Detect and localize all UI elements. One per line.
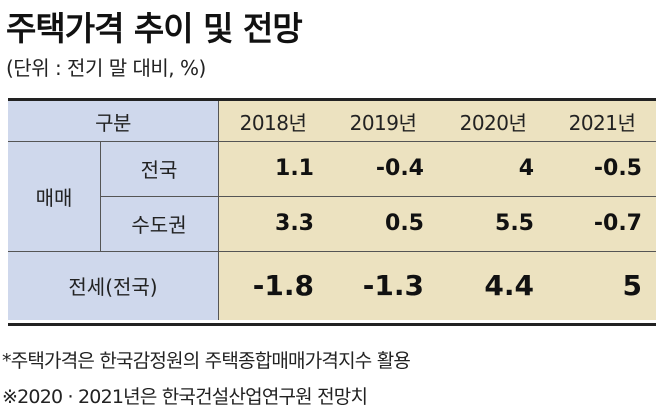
value-cell: 4 [438, 141, 548, 196]
value-cell: 5 [548, 251, 656, 320]
row-divider [8, 141, 656, 142]
header-category: 구분 [8, 101, 218, 141]
footnote-source: *주택가격은 한국감정원의 주택종합매매가격지수 활용 [2, 350, 411, 372]
value-cell: 0.5 [328, 196, 438, 251]
row-divider [8, 251, 656, 252]
footnote-forecast: ※2020 · 2021년은 한국건설산업연구원 전망치 [2, 386, 368, 408]
chart-title: 주택가격 추이 및 전망 [6, 9, 303, 48]
row-label-jeonse: 전세(전국) [8, 251, 218, 320]
value-cell: 5.5 [438, 196, 548, 251]
header-year: 2021년 [548, 101, 656, 141]
value-cell: -1.3 [328, 251, 438, 320]
column-divider [218, 101, 219, 320]
price-table: 구분 2018년 2019년 2020년 2021년 매매 전국 1.1 -0.… [8, 98, 656, 326]
value-cell: 4.4 [438, 251, 548, 320]
value-cell: -0.5 [548, 141, 656, 196]
header-year: 2018년 [218, 101, 328, 141]
header-year: 2020년 [438, 101, 548, 141]
value-cell: 1.1 [218, 141, 328, 196]
value-cell: -0.7 [548, 196, 656, 251]
group-label-sale: 매매 [8, 141, 100, 251]
value-cell: 3.3 [218, 196, 328, 251]
row-label-nationwide: 전국 [100, 141, 218, 196]
column-divider [100, 141, 101, 251]
unit-subtitle: (단위 : 전기 말 대비, %) [6, 56, 206, 80]
value-cell: -0.4 [328, 141, 438, 196]
row-divider [100, 196, 656, 197]
header-year: 2019년 [328, 101, 438, 141]
value-cell: -1.8 [218, 251, 328, 320]
row-label-capital-area: 수도권 [100, 196, 218, 251]
